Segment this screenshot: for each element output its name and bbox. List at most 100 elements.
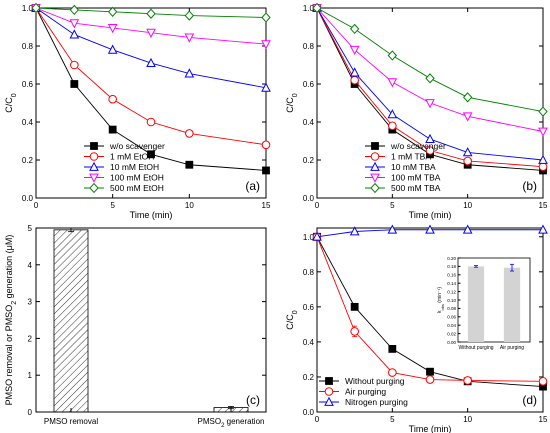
legend-marker — [371, 142, 379, 150]
data-point — [312, 2, 322, 14]
data-point — [184, 33, 195, 43]
legend-marker — [370, 152, 380, 161]
category-label: PMSO2 generation — [198, 417, 265, 429]
y-tick-label: 3 — [28, 298, 33, 307]
data-point — [69, 29, 80, 39]
data-point — [538, 377, 548, 386]
series-2 — [312, 2, 548, 164]
data-point — [184, 10, 195, 21]
x-axis-label: Time (min) — [409, 424, 452, 433]
data-point — [70, 80, 79, 88]
x-tick-label: 0 — [315, 201, 320, 210]
series-line — [316, 7, 544, 161]
panel-3: 0 5 10 15 0.0 0.2 0.4 0.6 0.8 1.0 Time (min) C/C0 Wi… — [285, 224, 548, 433]
legend-label: 1 mM EtOH — [110, 152, 154, 162]
data-point — [426, 367, 434, 376]
data-point — [462, 224, 473, 234]
data-point — [538, 154, 548, 164]
inset-category-label: Without purging — [458, 345, 493, 351]
inset-category-label: Air purging — [500, 345, 524, 351]
y-tick-label: 0.0 — [303, 194, 315, 203]
data-point — [350, 327, 359, 336]
series-line — [316, 236, 544, 382]
y-tick-label: 0.2 — [22, 156, 34, 165]
panel-2: 0 1 2 3 4 5 PMSO removal PMSO2 generation PMSO r… — [4, 224, 267, 429]
x-tick-label: 15 — [539, 415, 548, 424]
y-tick-label: 0.4 — [22, 118, 34, 127]
legend-marker — [324, 396, 334, 406]
series-line — [316, 236, 544, 388]
data-point — [147, 150, 155, 159]
data-point — [31, 2, 41, 14]
plot-frame — [316, 7, 544, 199]
data-point — [462, 147, 473, 157]
series-2 — [312, 224, 548, 241]
series-line — [316, 7, 544, 132]
y-tick-label: 0.4 — [303, 118, 315, 127]
series-4 — [31, 2, 271, 23]
data-point — [146, 28, 156, 38]
panel-label: (b) — [522, 179, 537, 193]
data-point — [107, 24, 118, 34]
panel-1: 0 5 10 15 0.0 0.2 0.4 0.6 0.8 1.0 Time (min) C/C0 w/… — [285, 2, 548, 220]
legend-label: 10 mM EtOH — [110, 162, 159, 172]
panel-label: (a) — [245, 179, 260, 193]
y-axis-label: C/C0 — [4, 93, 18, 113]
legend-label: 500 mM TBA — [391, 183, 441, 193]
y-tick-label: 0.8 — [303, 268, 315, 277]
data-point — [349, 23, 360, 35]
x-tick-label: 10 — [185, 201, 194, 210]
y-tick-label: 0.2 — [303, 373, 315, 382]
data-point — [463, 376, 472, 385]
inset-y-tick-label: 0.04 — [447, 323, 456, 328]
data-point — [350, 302, 359, 311]
data-point — [261, 40, 271, 50]
x-tick-label: 10 — [463, 415, 472, 424]
series-line — [35, 7, 267, 171]
legend-label: 100 mM EtOH — [110, 173, 164, 183]
data-point — [387, 78, 398, 88]
legend-label: Nitrogen purging — [345, 397, 408, 407]
data-point — [538, 127, 548, 137]
inset-y-tick-label: 0.02 — [447, 331, 456, 336]
inset-y-tick-label: 0.14 — [447, 281, 456, 286]
data-point — [538, 106, 548, 117]
y-tick-label: 1.0 — [303, 4, 315, 13]
data-point — [261, 12, 271, 23]
inset-y-tick-label: 0.18 — [447, 264, 456, 269]
data-point — [349, 67, 360, 77]
x-tick-label: 5 — [110, 201, 115, 210]
data-point — [388, 345, 397, 353]
y-tick-label: 0.8 — [22, 42, 34, 51]
data-point — [425, 99, 435, 109]
data-point — [388, 368, 397, 377]
legend-label: 100 mM TBA — [391, 173, 441, 183]
panel-label: (d) — [522, 393, 537, 407]
legend-marker — [90, 142, 98, 150]
data-point — [107, 44, 118, 54]
data-point — [312, 231, 322, 241]
panel-label: (c) — [246, 393, 260, 407]
data-point — [70, 60, 79, 70]
y-tick-label: 2 — [28, 334, 33, 343]
data-point — [425, 133, 435, 143]
y-tick-label: 0.8 — [303, 42, 315, 51]
data-point — [146, 57, 156, 67]
legend-label: 1 mM TBA — [391, 152, 431, 162]
data-point — [184, 68, 195, 78]
series-line — [35, 7, 267, 89]
legend-marker — [89, 173, 99, 183]
plot-frame — [35, 227, 267, 413]
data-point — [108, 125, 117, 134]
inset-y-axis-label: kobs (min⁻¹) — [437, 287, 445, 313]
inset-y-tick-label: 0.16 — [447, 273, 456, 278]
y-tick-label: 5 — [28, 224, 33, 233]
x-tick-label: 5 — [390, 415, 395, 424]
x-axis-label: Time (min) — [130, 210, 173, 220]
data-point — [262, 166, 270, 175]
data-point — [69, 4, 80, 16]
legend-label: w/o scavenger — [109, 141, 165, 151]
y-tick-label: 0 — [28, 408, 33, 417]
data-point — [462, 112, 473, 122]
